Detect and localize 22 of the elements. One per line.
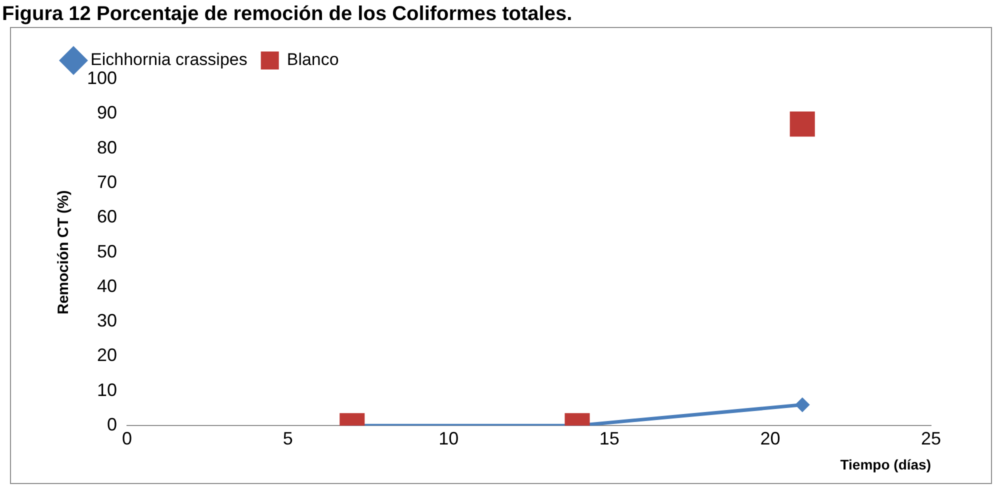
y-tick-label: 70 (97, 172, 118, 192)
y-tick-label: 10 (97, 380, 118, 400)
y-tick-label: 80 (97, 137, 118, 158)
x-tick-label: 15 (599, 428, 620, 448)
x-tick-label: 5 (282, 428, 293, 448)
x-tick-label: 20 (760, 428, 780, 448)
legend-label: Blanco (286, 50, 339, 70)
y-tick-label: 20 (97, 345, 118, 366)
x-axis-title: Tiempo (días) (840, 456, 931, 472)
y-tick-label: 30 (97, 310, 118, 331)
y-tick-label: 90 (97, 102, 118, 123)
y-axis-title: Remoción CT (%) (55, 190, 72, 314)
y-tick-label: 40 (97, 276, 118, 296)
y-tick-label: 60 (97, 206, 118, 227)
y-tick-label: 0 (107, 414, 118, 435)
x-tick-label: 0 (122, 428, 132, 448)
chart-title: Figura 12 Porcentaje de remoción de los Coliformes totales. (2, 3, 572, 26)
x-tick-label: 25 (920, 428, 942, 448)
legend-label: Eichhornia crassipes (90, 50, 248, 70)
y-tick-label: 100 (86, 68, 118, 88)
x-tick-label: 10 (438, 428, 459, 448)
y-tick-label: 50 (97, 241, 118, 262)
